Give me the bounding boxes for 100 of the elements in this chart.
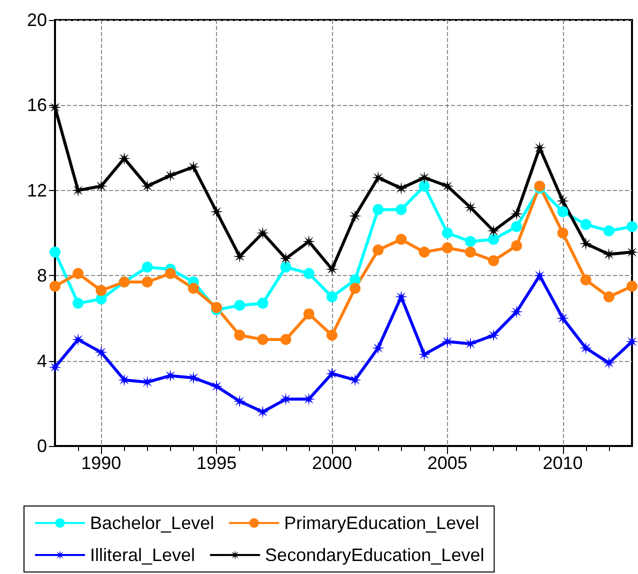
point [302,392,316,406]
point [488,234,500,245]
point [325,367,338,380]
point [579,237,592,250]
x-tick-label: 1990 [81,453,122,473]
y-tick-label: 8 [36,266,47,286]
point [118,373,131,386]
legend-label: Illiteral_Level [90,545,196,565]
point [418,180,430,192]
point [396,234,407,245]
point [372,171,385,184]
point [464,337,477,350]
point [186,160,200,174]
y-tick-label: 12 [26,180,47,200]
point [511,240,522,252]
point [394,182,408,195]
point [303,268,314,279]
y-tick-label: 16 [26,95,47,116]
y-tick-label: 0 [36,436,47,456]
point [580,274,592,286]
x-tick-label: 2005 [427,453,468,473]
point [280,334,292,345]
point [325,262,338,276]
point [210,205,224,218]
point [556,194,570,208]
point [348,209,362,222]
legend-label: PrimaryEducation_Level [284,513,480,533]
point [372,244,384,256]
point [210,380,224,393]
point [142,262,153,273]
point [164,268,176,279]
point [48,100,62,114]
point [579,342,592,355]
point [418,348,431,361]
point [350,282,361,294]
point [626,246,638,259]
point [396,204,407,216]
x-tick-label: 1995 [196,453,237,473]
point [602,248,616,261]
point [557,228,568,238]
point [233,250,246,263]
point [257,298,268,309]
point [394,290,408,304]
point [234,330,246,341]
point [464,200,477,214]
point [488,255,500,266]
point [348,373,362,386]
point [603,291,614,302]
point [280,262,292,273]
y-tick-label: 20 [26,10,47,30]
point [418,246,430,258]
point [118,152,131,165]
point [487,224,500,238]
point [72,333,85,346]
y-tick-label: 4 [36,350,47,371]
point [50,280,60,292]
point [510,305,524,318]
point [50,246,60,258]
point [140,376,154,389]
x-tick-label: 2010 [542,453,583,473]
point [464,236,476,248]
point [557,206,568,218]
point [279,252,292,266]
point [533,141,546,154]
point [418,171,431,184]
point [188,282,199,294]
point [233,394,246,408]
point [72,298,84,309]
point [442,242,453,254]
point [48,360,62,374]
point [511,221,522,232]
point [602,356,616,370]
point [326,330,338,341]
point [440,335,454,348]
point [533,269,546,282]
point [464,246,476,258]
point [257,334,268,345]
point [302,235,316,248]
point [442,228,453,238]
point [164,369,177,382]
point [94,346,108,359]
point [510,207,524,220]
point [186,371,200,384]
point [96,285,107,296]
point [556,312,570,325]
point [72,268,84,279]
point [94,180,108,193]
point [603,225,614,236]
point [140,180,154,193]
point [440,180,454,193]
point [626,221,638,232]
point [487,328,500,342]
legend-label: SecondaryEducation_Level [265,545,484,565]
point [626,335,638,348]
point [303,308,314,320]
point [326,291,338,302]
point [256,405,270,418]
point [372,342,385,355]
point [580,218,592,230]
point [279,392,292,406]
